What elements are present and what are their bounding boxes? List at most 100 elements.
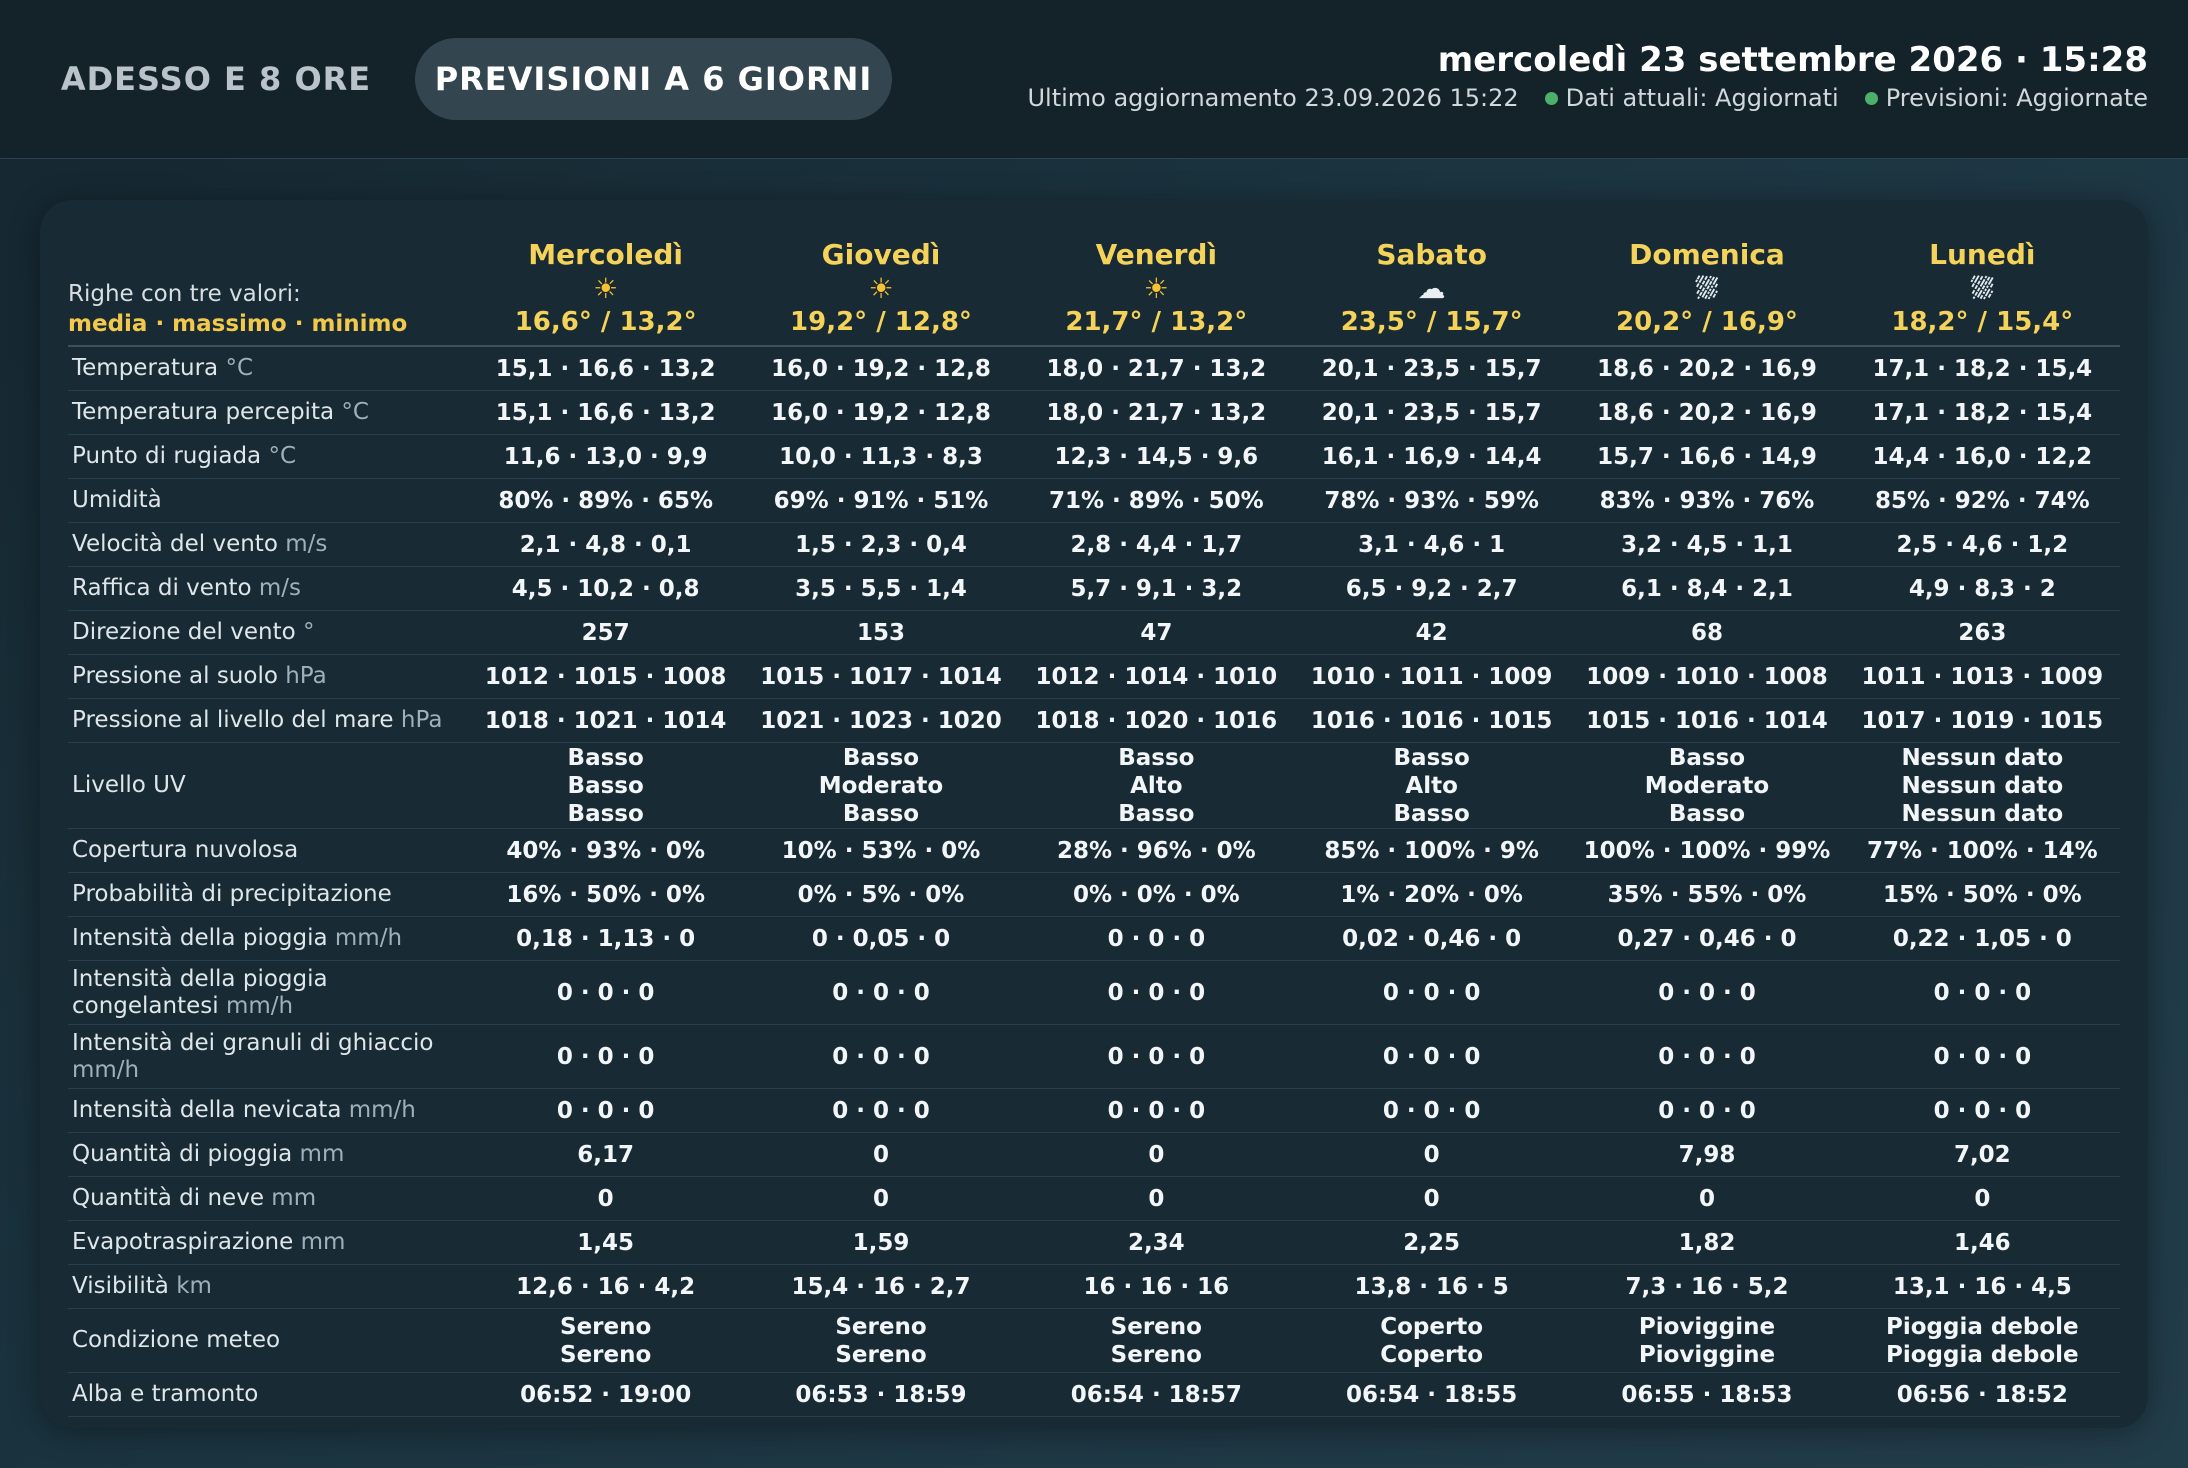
status-forecast-dot-icon bbox=[1864, 91, 1878, 105]
value-line: Basso bbox=[1118, 744, 1195, 771]
sun-icon: ☀ bbox=[593, 272, 619, 305]
value-line: Basso bbox=[567, 772, 644, 799]
row-label-text: Pressione al suolo bbox=[72, 663, 278, 689]
day-name: Domenica bbox=[1629, 238, 1785, 271]
value-cell: 0 · 0 · 0 bbox=[1293, 1088, 1570, 1133]
row-unit: mm/h bbox=[72, 1056, 140, 1083]
value-cell: 12,6 · 16 · 4,2 bbox=[468, 1264, 744, 1309]
forecast-panel: Righe con tre valori: media · massimo · … bbox=[40, 200, 2148, 1428]
day-temperature-range: 18,2° / 15,4° bbox=[1891, 307, 2074, 337]
table-row: Intensità dei granuli di ghiaccio mm/h 0 … bbox=[68, 1024, 2120, 1089]
value-cell: 3,1 · 4,6 · 1 bbox=[1293, 522, 1570, 567]
value-cell: 06:52 · 19:00 bbox=[468, 1372, 744, 1417]
value-line: Sereno bbox=[1110, 1341, 1202, 1368]
value-cell: 6,5 · 9,2 · 2,7 bbox=[1293, 566, 1570, 611]
day-name: Sabato bbox=[1376, 238, 1487, 271]
value-cell: 77% · 100% · 14% bbox=[1844, 828, 2120, 873]
value-cell: 0,22 · 1,05 · 0 bbox=[1844, 916, 2120, 961]
value-cell: 15,7 · 16,6 · 14,9 bbox=[1569, 434, 1845, 479]
value-cell: 15,4 · 16 · 2,7 bbox=[743, 1264, 1019, 1309]
value-cell: 0,27 · 0,46 · 0 bbox=[1569, 916, 1845, 961]
value-line: Pioggia debole bbox=[1885, 1341, 2079, 1368]
value-cell: 42 bbox=[1293, 610, 1570, 655]
value-cell: 1012 · 1015 · 1008 bbox=[468, 654, 744, 699]
value-line: Basso bbox=[567, 800, 644, 827]
value-cell: 28% · 96% · 0% bbox=[1018, 828, 1294, 873]
day-name: Venerdì bbox=[1095, 238, 1218, 271]
value-cell: 20,1 · 23,5 · 15,7 bbox=[1293, 346, 1570, 391]
row-unit: mm/h bbox=[334, 925, 403, 951]
value-cell: Basso Moderato Basso bbox=[1569, 742, 1845, 829]
value-cell: 2,8 · 4,4 · 1,7 bbox=[1018, 522, 1294, 567]
row-label-text: Intensità della pioggia congelantesi bbox=[72, 965, 328, 1019]
value-cell: 15,1 · 16,6 · 13,2 bbox=[468, 390, 744, 435]
value-cell: 0 · 0 · 0 bbox=[1293, 1024, 1570, 1089]
row-label-text: Raffica di vento bbox=[72, 575, 252, 601]
value-cell: 78% · 93% · 59% bbox=[1293, 478, 1570, 523]
row-label-text: Temperatura bbox=[72, 355, 219, 381]
day-temperature-range: 21,7° / 13,2° bbox=[1065, 307, 1248, 337]
value-cell: 0 · 0 · 0 bbox=[1569, 1088, 1845, 1133]
value-cell: 80% · 89% · 65% bbox=[468, 478, 744, 523]
row-label: Temperatura °C bbox=[68, 346, 468, 391]
value-cell: 3,2 · 4,5 · 1,1 bbox=[1569, 522, 1845, 567]
value-cell: 15,1 · 16,6 · 13,2 bbox=[468, 346, 744, 391]
value-line: Coperto bbox=[1380, 1313, 1484, 1340]
value-line: Sereno bbox=[1110, 1313, 1202, 1340]
value-line: Sereno bbox=[560, 1313, 652, 1340]
value-cell: 1,46 bbox=[1844, 1220, 2120, 1265]
table-row: Velocità del vento m/s 2,1 · 4,8 · 0,1 1,5… bbox=[68, 522, 2120, 567]
table-row: Intensità della pioggia congelantesi mm/… bbox=[68, 960, 2120, 1025]
value-cell: 0 bbox=[1018, 1132, 1294, 1177]
tab-now-8-hours[interactable]: ADESSO E 8 ORE bbox=[60, 60, 372, 98]
row-unit: km bbox=[176, 1273, 212, 1299]
value-cell: 06:54 · 18:57 bbox=[1018, 1372, 1294, 1417]
row-unit: °C bbox=[225, 355, 254, 381]
value-line: Basso bbox=[1393, 800, 1470, 827]
legend-line-2: media · massimo · minimo bbox=[68, 311, 408, 337]
row-label: Alba e tramonto bbox=[68, 1372, 468, 1417]
value-line: Basso bbox=[1393, 744, 1470, 771]
value-cell: Nessun dato Nessun dato Nessun dato bbox=[1844, 742, 2120, 829]
table-row: Umidità 80% · 89% · 65% 69% · 91% · 51% 71%… bbox=[68, 478, 2120, 523]
value-cell: 1021 · 1023 · 1020 bbox=[743, 698, 1019, 743]
table-row: Temperatura °C 15,1 · 16,6 · 13,2 16,0 · 1… bbox=[68, 346, 2120, 391]
value-cell: 1009 · 1010 · 1008 bbox=[1569, 654, 1845, 699]
status-forecast-text: Previsioni: Aggiornate bbox=[1885, 84, 2148, 112]
day-temperature-range: 23,5° / 15,7° bbox=[1340, 307, 1523, 337]
tab-6-day-forecast[interactable]: PREVISIONI A 6 GIORNI bbox=[415, 38, 892, 120]
value-line: Basso bbox=[1668, 800, 1746, 827]
value-cell: 18,0 · 21,7 · 13,2 bbox=[1018, 390, 1294, 435]
value-cell: 1,45 bbox=[468, 1220, 744, 1265]
table-row: Evapotraspirazione mm 1,45 1,59 2,34 2,25 1,8… bbox=[68, 1220, 2120, 1265]
row-unit: mm bbox=[300, 1229, 346, 1255]
table-header-row: Righe con tre valori: media · massimo · … bbox=[68, 210, 2120, 347]
value-cell: 83% · 93% · 76% bbox=[1569, 478, 1845, 523]
value-cell: 2,1 · 4,8 · 0,1 bbox=[468, 522, 744, 567]
value-cell: 1% · 20% · 0% bbox=[1293, 872, 1570, 917]
value-cell: 06:55 · 18:53 bbox=[1569, 1372, 1845, 1417]
value-cell: 18,0 · 21,7 · 13,2 bbox=[1018, 346, 1294, 391]
day-temperature-range: 19,2° / 12,8° bbox=[790, 307, 972, 337]
value-line: Pioviggine bbox=[1638, 1313, 1776, 1340]
value-cell: 0 · 0 · 0 bbox=[1844, 960, 2120, 1025]
row-label-text: Pressione al livello del mare bbox=[72, 707, 394, 733]
day-header-5: Lunedì ⛆ 18,2° / 15,4° bbox=[1844, 210, 2120, 347]
value-cell: 0 · 0 · 0 bbox=[1569, 1024, 1845, 1089]
value-cell: 0 bbox=[1293, 1132, 1570, 1177]
row-label-text: Velocità del vento bbox=[72, 531, 278, 557]
value-cell: 1,82 bbox=[1569, 1220, 1845, 1265]
value-cell: 16 · 16 · 16 bbox=[1018, 1264, 1294, 1309]
table-row: Condizione meteo Sereno Sereno Sereno Sereno… bbox=[68, 1308, 2120, 1373]
row-unit: mm bbox=[299, 1141, 345, 1167]
value-line: Sereno bbox=[560, 1341, 652, 1368]
row-label-text: Evapotraspirazione bbox=[72, 1229, 294, 1255]
value-cell: 85% · 100% · 9% bbox=[1293, 828, 1570, 873]
value-cell: 47 bbox=[1018, 610, 1294, 655]
row-label: Velocità del vento m/s bbox=[68, 522, 468, 567]
table-row: Alba e tramonto 06:52 · 19:00 06:53 · 18:5… bbox=[68, 1372, 2120, 1417]
row-unit: m/s bbox=[285, 531, 328, 557]
value-cell: 153 bbox=[743, 610, 1019, 655]
status-current-text: Dati attuali: Aggiornati bbox=[1565, 84, 1839, 112]
value-cell: Pioggia debole Pioggia debole bbox=[1844, 1308, 2120, 1373]
